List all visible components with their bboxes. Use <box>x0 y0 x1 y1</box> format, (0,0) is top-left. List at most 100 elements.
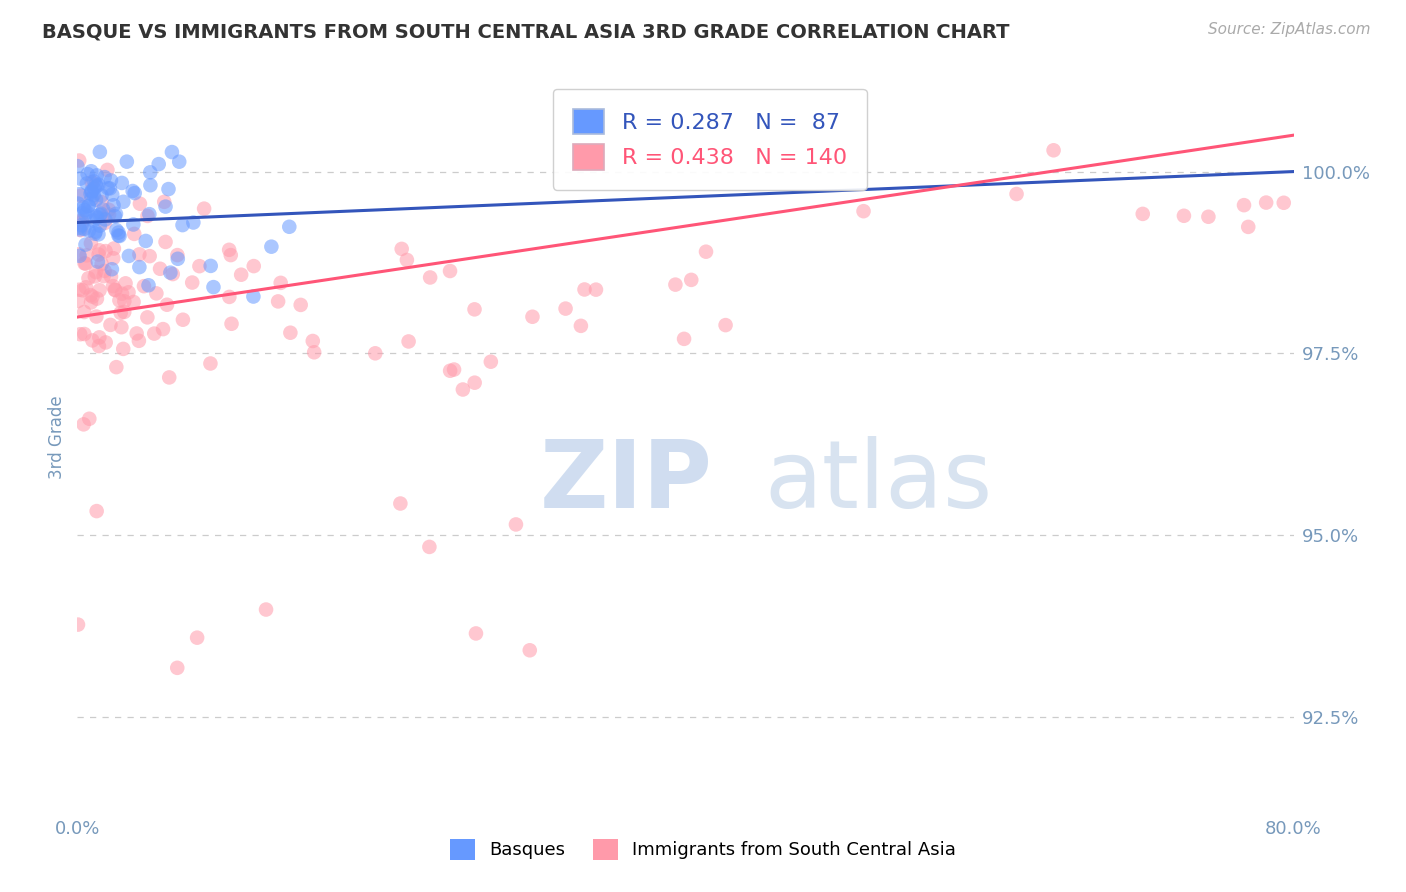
Point <box>80 164 103 178</box>
Point <box>138 249 160 263</box>
Point <box>108 293 131 308</box>
Point <box>110 306 132 320</box>
Point <box>166 252 188 266</box>
Point <box>84 193 107 207</box>
Point <box>83 174 105 188</box>
Point <box>69 249 91 263</box>
Point <box>1042 143 1064 157</box>
Point <box>267 294 290 309</box>
Point <box>465 626 488 640</box>
Point <box>98 208 121 222</box>
Point <box>91 202 114 217</box>
Point <box>132 279 155 293</box>
Point <box>200 259 222 273</box>
Point <box>118 249 141 263</box>
Point <box>80 175 103 189</box>
Point <box>89 208 111 222</box>
Point <box>167 154 190 169</box>
Point <box>75 237 97 252</box>
Point <box>82 334 104 348</box>
Point <box>90 207 112 221</box>
Point <box>122 218 145 232</box>
Point <box>89 145 111 159</box>
Point <box>122 295 145 310</box>
Point <box>84 209 107 223</box>
Point <box>111 286 134 301</box>
Point <box>73 305 96 319</box>
Point <box>218 290 240 304</box>
Point <box>145 286 167 301</box>
Point <box>522 310 544 324</box>
Point <box>75 280 97 294</box>
Point <box>101 279 124 293</box>
Point <box>183 215 205 229</box>
Point <box>186 631 208 645</box>
Point <box>67 293 90 308</box>
Point <box>112 305 135 319</box>
Point <box>1233 198 1256 212</box>
Point <box>83 227 105 241</box>
Point <box>73 203 96 218</box>
Point <box>76 205 98 219</box>
Point <box>451 383 474 397</box>
Point <box>69 214 91 228</box>
Point <box>100 173 122 187</box>
Point <box>114 277 136 291</box>
Point <box>278 219 301 234</box>
Point <box>221 317 243 331</box>
Point <box>110 320 132 334</box>
Point <box>90 257 112 271</box>
Point <box>172 218 194 232</box>
Point <box>439 264 461 278</box>
Point <box>121 184 143 198</box>
Point <box>231 268 253 282</box>
Point <box>463 302 485 317</box>
Point <box>100 269 122 284</box>
Point <box>80 295 103 310</box>
Point <box>398 334 420 349</box>
Point <box>87 254 110 268</box>
Point <box>1173 209 1195 223</box>
Point <box>139 165 162 179</box>
Point <box>188 259 211 273</box>
Point <box>122 227 145 241</box>
Point <box>80 192 103 206</box>
Point <box>103 198 125 212</box>
Point <box>505 517 527 532</box>
Point <box>90 195 112 210</box>
Point <box>89 219 111 233</box>
Point <box>115 154 138 169</box>
Point <box>69 222 91 236</box>
Point <box>86 169 108 183</box>
Point <box>139 178 162 193</box>
Point <box>90 188 112 202</box>
Point <box>664 277 686 292</box>
Point <box>389 496 412 510</box>
Point <box>111 176 134 190</box>
Point <box>419 270 441 285</box>
Point <box>270 276 292 290</box>
Point <box>83 181 105 195</box>
Point <box>69 327 91 342</box>
Point <box>585 283 607 297</box>
Point <box>104 209 127 223</box>
Point <box>67 247 90 261</box>
Point <box>162 267 184 281</box>
Point <box>66 617 89 632</box>
Point <box>77 199 100 213</box>
Point <box>86 310 108 324</box>
Point <box>66 159 89 173</box>
Point <box>77 271 100 285</box>
Point <box>86 292 108 306</box>
Point <box>73 222 96 236</box>
Point <box>100 318 122 332</box>
Point <box>101 262 124 277</box>
Point <box>86 179 108 194</box>
Point <box>218 243 240 257</box>
Point <box>86 504 108 518</box>
Point <box>76 177 98 191</box>
Point <box>101 187 124 202</box>
Point <box>143 326 166 341</box>
Point <box>112 294 135 309</box>
Point <box>97 202 120 217</box>
